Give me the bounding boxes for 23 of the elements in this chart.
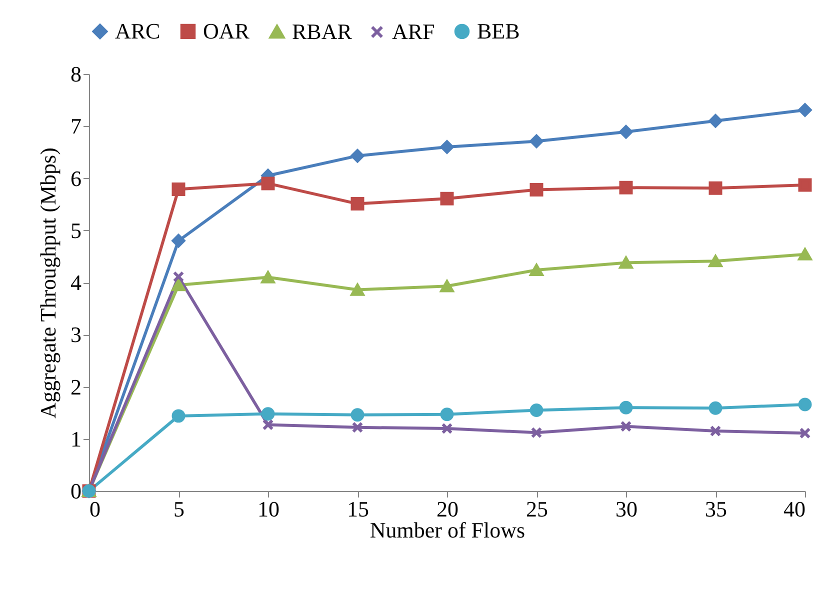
legend-label: BEB [477, 18, 520, 44]
x-tick-label: 10 [258, 496, 280, 522]
legend-label: ARF [392, 19, 435, 44]
x-tick-label: 15 [347, 496, 369, 522]
y-tick-label: 1 [70, 426, 82, 452]
y-tick-label: 5 [70, 218, 82, 243]
x-tick-label: 30 [616, 496, 638, 522]
y-axis-title: Aggregate Throughput (Mbps) [36, 148, 60, 418]
x-tick-label: 35 [705, 496, 727, 522]
y-tick-label: 2 [70, 374, 82, 400]
x-tick-label: 25 [526, 496, 548, 522]
legend-label: OAR [203, 18, 250, 44]
y-tick-label: 7 [70, 114, 82, 139]
x-tick-label: 40 [784, 496, 806, 522]
legend-label: RBAR [292, 18, 352, 44]
x-tick-label: 0 [90, 496, 100, 522]
x-tick-label: 5 [174, 496, 184, 522]
legend-label: ARC [115, 18, 160, 44]
y-tick-label: 0 [70, 478, 82, 504]
y-tick-label: 8 [70, 62, 82, 86]
y-tick-label: 6 [70, 166, 82, 191]
y-tick-label: 3 [70, 322, 82, 348]
y-tick-label: 4 [70, 270, 82, 295]
